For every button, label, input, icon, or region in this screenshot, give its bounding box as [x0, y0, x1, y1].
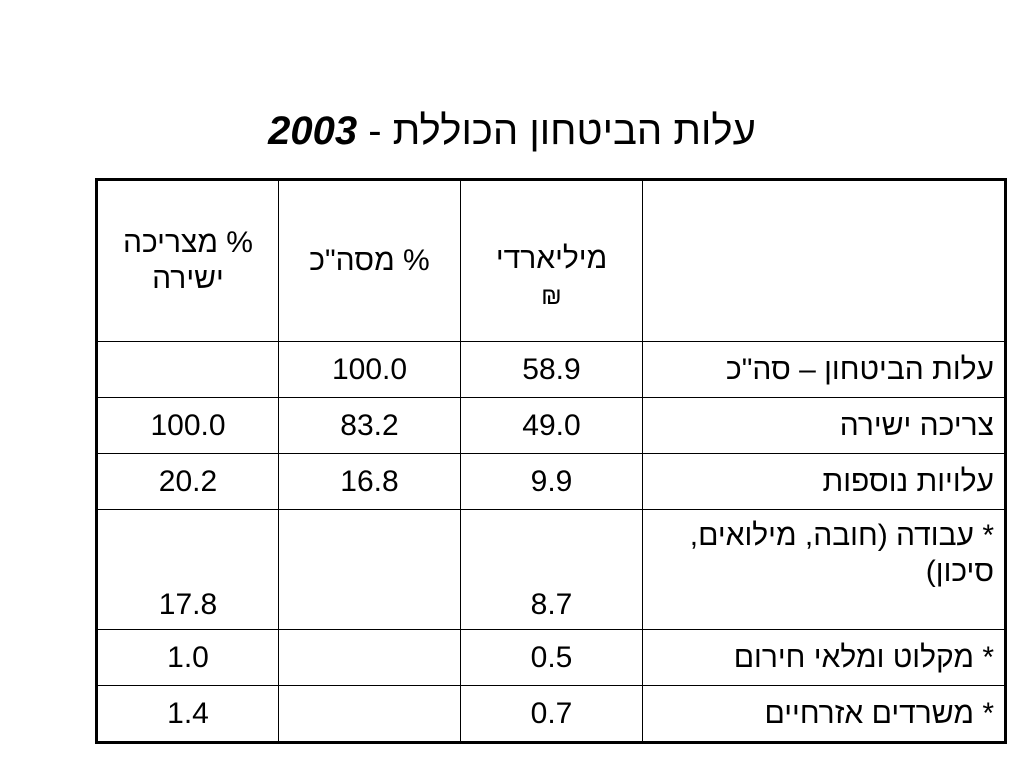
- row-billions: 0.7: [460, 685, 643, 743]
- row-pct-total: [278, 685, 461, 743]
- header-billions-line1: מיליארדי: [495, 242, 608, 275]
- table-header-row: מיליארדי ₪ % מסה"כ % מצריכה ישירה: [96, 179, 1006, 342]
- row-billions: 0.5: [460, 629, 643, 686]
- row-pct-total: 83.2: [278, 397, 461, 454]
- row-label: * משרדים אזרחיים: [642, 685, 1006, 743]
- row-pct-total: 16.8: [278, 453, 461, 510]
- table-row: * מקלוט ומלאי חירום 0.5 1.0: [96, 629, 1006, 686]
- row-pct-total: [278, 629, 461, 686]
- header-billions-line2: ₪: [541, 283, 562, 310]
- row-pct-direct: 17.8: [96, 509, 279, 630]
- row-pct-total: [278, 509, 461, 630]
- row-billions: 9.9: [460, 453, 643, 510]
- row-pct-direct: 1.0: [96, 629, 279, 686]
- defense-cost-table: מיליארדי ₪ % מסה"כ % מצריכה ישירה עלות הב…: [95, 178, 1007, 744]
- row-label: * עבודה (חובה, מילואים, סיכון): [642, 509, 1006, 630]
- table-row: * עבודה (חובה, מילואים, סיכון) 8.7 17.8: [96, 509, 1006, 630]
- row-pct-direct: [96, 341, 279, 398]
- row-pct-direct: 1.4: [96, 685, 279, 743]
- row-billions: 8.7: [460, 509, 643, 630]
- row-pct-direct: 20.2: [96, 453, 279, 510]
- row-billions: 49.0: [460, 397, 643, 454]
- table-row: * משרדים אזרחיים 0.7 1.4: [96, 685, 1006, 743]
- row-label: עלויות נוספות: [642, 453, 1006, 510]
- header-label: [642, 179, 1006, 342]
- table-row: עלות הביטחון – סה"כ 58.9 100.0: [96, 341, 1006, 398]
- page-title: עלות הביטחון הכוללת - 2003: [0, 103, 1024, 159]
- header-billions: מיליארדי ₪: [460, 179, 643, 342]
- row-label: עלות הביטחון – סה"כ: [642, 341, 1006, 398]
- title-text: עלות הביטחון הכוללת -: [368, 109, 756, 153]
- table-row: צריכה ישירה 49.0 83.2 100.0: [96, 397, 1006, 454]
- row-pct-direct: 100.0: [96, 397, 279, 454]
- header-pct-total: % מסה"כ: [278, 179, 461, 342]
- header-pct-direct: % מצריכה ישירה: [96, 179, 279, 342]
- row-billions: 58.9: [460, 341, 643, 398]
- row-pct-total: 100.0: [278, 341, 461, 398]
- row-label: צריכה ישירה: [642, 397, 1006, 454]
- title-year: 2003: [268, 109, 358, 153]
- table-row: עלויות נוספות 9.9 16.8 20.2: [96, 453, 1006, 510]
- row-label: * מקלוט ומלאי חירום: [642, 629, 1006, 686]
